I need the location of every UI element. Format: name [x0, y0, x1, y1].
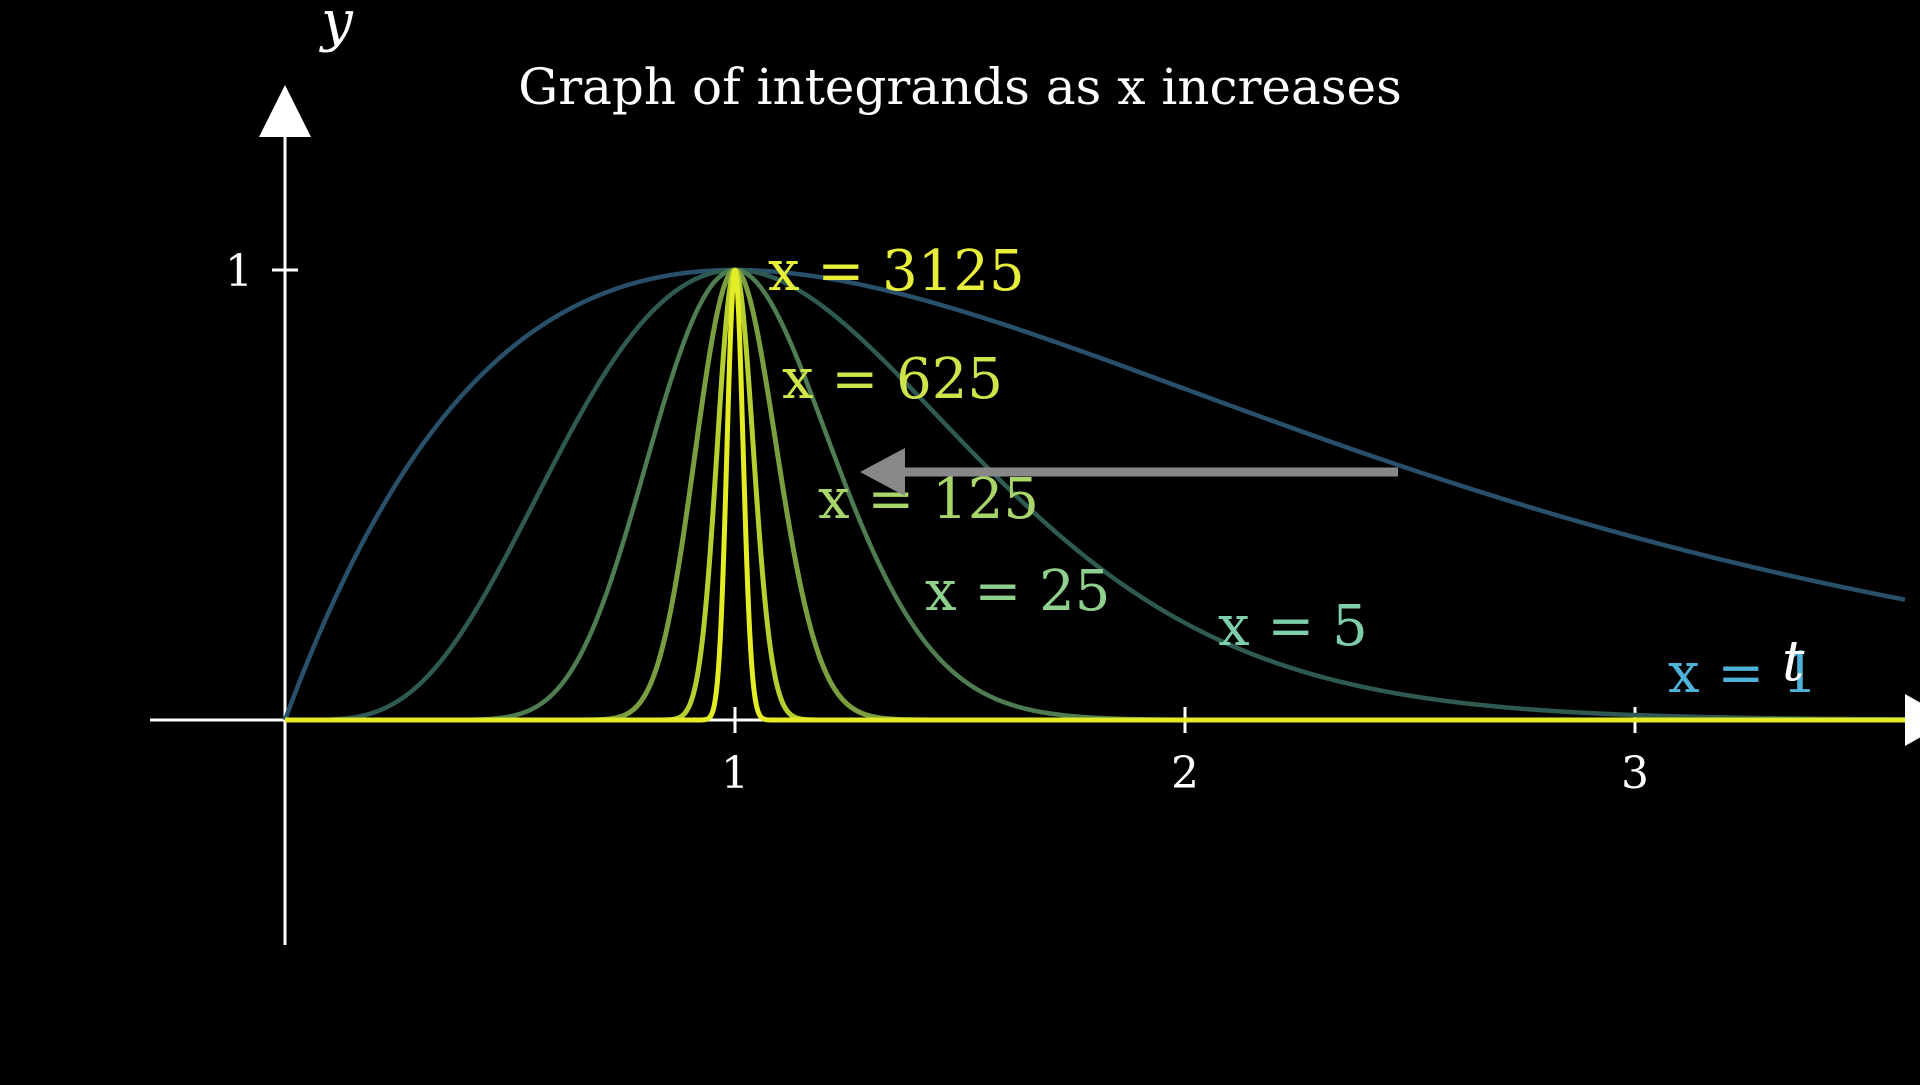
- y-axis-label: y: [318, 0, 354, 54]
- series-label-25: x = 25: [925, 559, 1110, 624]
- series-label-125: x = 125: [818, 467, 1039, 532]
- chart-title: Graph of integrands as x increases: [518, 58, 1402, 116]
- series-label-3125: x = 3125: [768, 239, 1025, 304]
- series-line-1: [282, 267, 1907, 721]
- x-tick-label-1: 1: [721, 748, 749, 799]
- x-axis-arrowhead: [1905, 694, 1920, 746]
- series-line-3125: [283, 268, 1907, 723]
- series-line-5: [283, 267, 1907, 723]
- x-axis-label: t: [1782, 629, 1805, 694]
- y-tick-label-1: 1: [225, 246, 253, 297]
- y-axis-arrowhead: [259, 85, 311, 137]
- x-tick-label-2: 2: [1171, 748, 1199, 799]
- x-tick-label-3: 3: [1621, 748, 1649, 799]
- series-label-5: x = 5: [1218, 594, 1368, 659]
- series-label-1: x = 1: [1668, 641, 1818, 706]
- annotation-arrowhead: [860, 448, 905, 496]
- series-label-625: x = 625: [782, 347, 1003, 412]
